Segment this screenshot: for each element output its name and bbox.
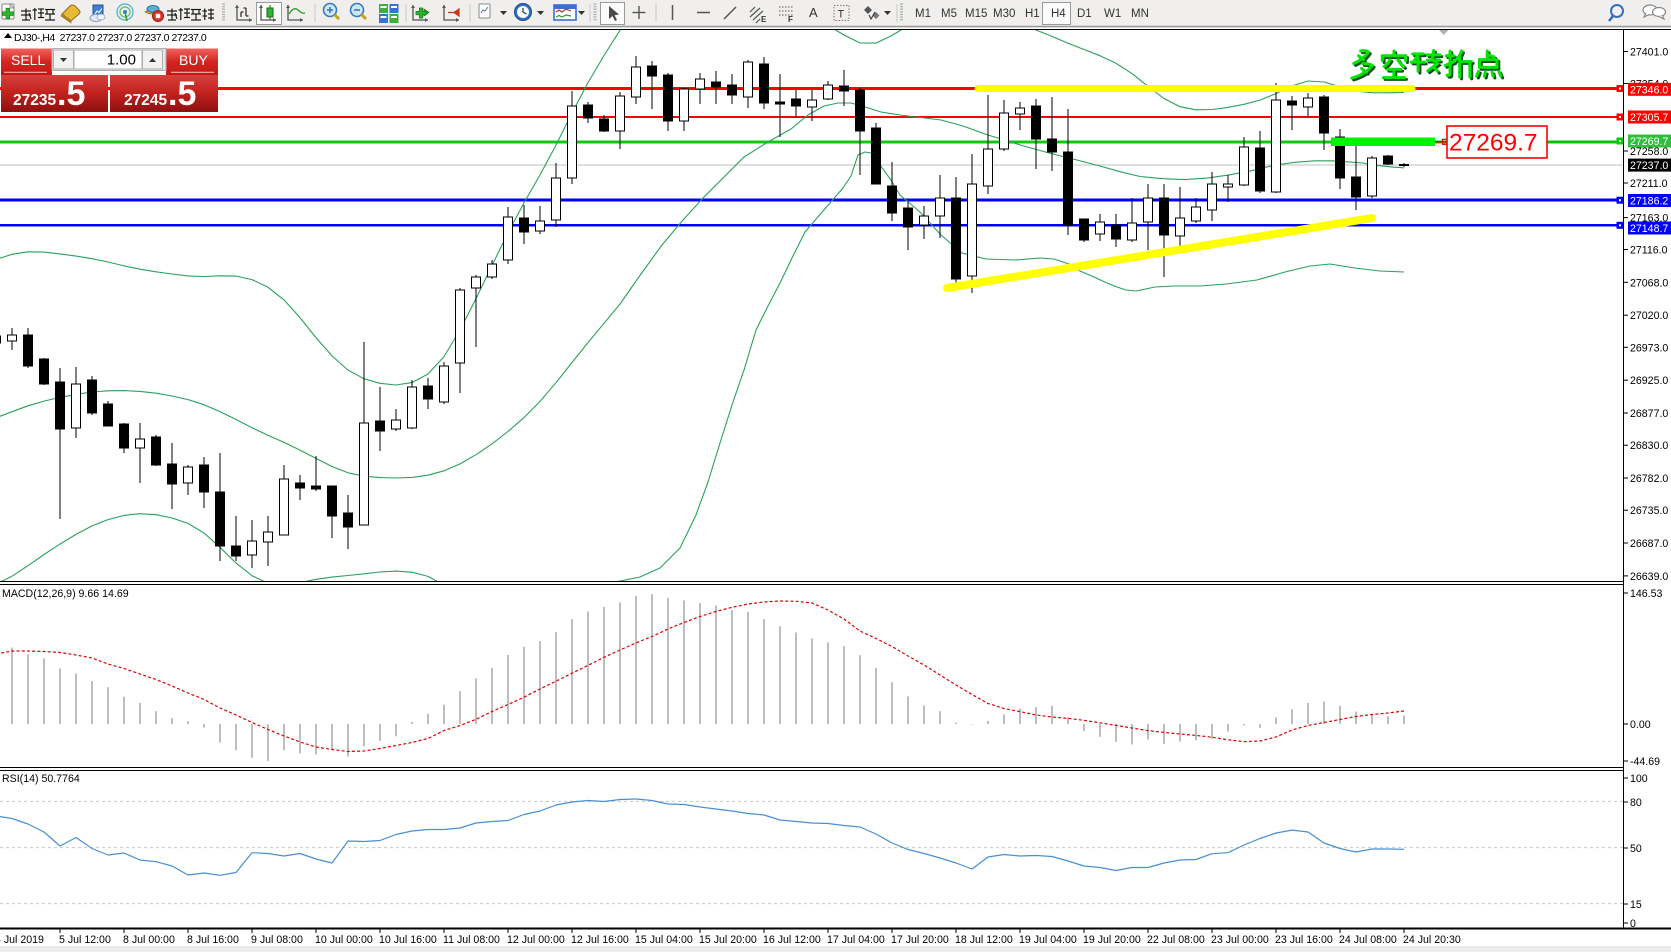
svg-text:1.00: 1.00: [107, 52, 136, 69]
svg-text:27346.0: 27346.0: [1630, 84, 1668, 96]
svg-text:F: F: [788, 15, 793, 24]
svg-text:4 Jul 2019: 4 Jul 2019: [0, 934, 44, 946]
svg-text:27186.2: 27186.2: [1630, 196, 1668, 208]
svg-text:BUY: BUY: [179, 52, 208, 68]
svg-text:0: 0: [1630, 918, 1636, 930]
svg-text:W1: W1: [1104, 8, 1121, 20]
svg-text:18 Jul 12:00: 18 Jul 12:00: [955, 934, 1013, 946]
svg-text:15: 15: [1630, 899, 1642, 911]
svg-text:E: E: [761, 15, 767, 24]
svg-text:DJ30-,H4 27237.0 27237.0 2723: DJ30-,H4 27237.0 27237.0 27237.0 27237.0: [14, 32, 207, 44]
svg-text:27116.0: 27116.0: [1630, 245, 1668, 257]
svg-text:-44.69: -44.69: [1630, 756, 1660, 768]
svg-text:27305.7: 27305.7: [1630, 112, 1668, 124]
svg-text:27068.0: 27068.0: [1630, 277, 1668, 289]
svg-text:17 Jul 04:00: 17 Jul 04:00: [827, 934, 885, 946]
svg-text:10 Jul 16:00: 10 Jul 16:00: [379, 934, 437, 946]
svg-text:23 Jul 00:00: 23 Jul 00:00: [1211, 934, 1269, 946]
svg-text:MN: MN: [1131, 8, 1149, 20]
svg-text:27401.0: 27401.0: [1630, 47, 1668, 59]
svg-text:26687.0: 26687.0: [1630, 538, 1668, 550]
svg-text:27269.7: 27269.7: [1449, 130, 1538, 157]
svg-text:26830.0: 26830.0: [1630, 440, 1668, 452]
svg-text:26925.0: 26925.0: [1630, 375, 1668, 387]
svg-text:D1: D1: [1077, 8, 1092, 20]
svg-text:MACD(12,26,9) 9.66 14.69: MACD(12,26,9) 9.66 14.69: [2, 588, 129, 600]
svg-text:.5: .5: [168, 75, 196, 113]
svg-text:26735.0: 26735.0: [1630, 505, 1668, 517]
svg-text:23 Jul 16:00: 23 Jul 16:00: [1275, 934, 1333, 946]
svg-text:27148.7: 27148.7: [1630, 223, 1668, 235]
svg-text:RSI(14) 50.7764: RSI(14) 50.7764: [2, 773, 80, 785]
svg-text:M15: M15: [965, 8, 987, 20]
svg-text:26877.0: 26877.0: [1630, 408, 1668, 420]
svg-text:100: 100: [1630, 773, 1648, 785]
svg-text:M5: M5: [941, 8, 957, 20]
svg-text:H4: H4: [1051, 8, 1066, 20]
svg-text:A: A: [809, 5, 818, 20]
svg-text:M1: M1: [915, 8, 931, 20]
svg-text:16 Jul 12:00: 16 Jul 12:00: [763, 934, 821, 946]
svg-text:M30: M30: [993, 8, 1015, 20]
svg-text:27211.0: 27211.0: [1630, 178, 1668, 190]
svg-text:27245: 27245: [124, 92, 167, 109]
svg-text:8 Jul 16:00: 8 Jul 16:00: [187, 934, 239, 946]
svg-text:17 Jul 20:00: 17 Jul 20:00: [891, 934, 949, 946]
svg-text:15 Jul 04:00: 15 Jul 04:00: [635, 934, 693, 946]
svg-text:24 Jul 20:30: 24 Jul 20:30: [1403, 934, 1461, 946]
svg-text:12 Jul 16:00: 12 Jul 16:00: [571, 934, 629, 946]
svg-text:27020.0: 27020.0: [1630, 310, 1668, 322]
svg-text:SELL: SELL: [11, 52, 45, 68]
svg-text:26973.0: 26973.0: [1630, 342, 1668, 354]
svg-text:10 Jul 00:00: 10 Jul 00:00: [315, 934, 373, 946]
svg-text:80: 80: [1630, 797, 1642, 809]
svg-text:0.00: 0.00: [1630, 719, 1651, 731]
svg-text:.5: .5: [57, 75, 85, 113]
svg-text:8 Jul 00:00: 8 Jul 00:00: [123, 934, 175, 946]
svg-text:27258.0: 27258.0: [1630, 146, 1668, 158]
svg-text:5 Jul 12:00: 5 Jul 12:00: [59, 934, 111, 946]
svg-text:22 Jul 08:00: 22 Jul 08:00: [1147, 934, 1205, 946]
svg-text:19 Jul 04:00: 19 Jul 04:00: [1019, 934, 1077, 946]
svg-text:15 Jul 20:00: 15 Jul 20:00: [699, 934, 757, 946]
svg-text:26782.0: 26782.0: [1630, 473, 1668, 485]
svg-text:H1: H1: [1025, 8, 1040, 20]
svg-text:26639.0: 26639.0: [1630, 571, 1668, 583]
svg-text:11 Jul 08:00: 11 Jul 08:00: [443, 934, 500, 946]
svg-text:27237.0: 27237.0: [1630, 160, 1668, 172]
svg-text:146.53: 146.53: [1630, 588, 1663, 600]
svg-text:50: 50: [1630, 843, 1642, 855]
svg-text:12 Jul 00:00: 12 Jul 00:00: [507, 934, 565, 946]
svg-text:24 Jul 08:00: 24 Jul 08:00: [1339, 934, 1397, 946]
svg-text:19 Jul 20:00: 19 Jul 20:00: [1083, 934, 1141, 946]
svg-text:27269.7: 27269.7: [1630, 136, 1668, 148]
svg-text:27235: 27235: [13, 92, 56, 109]
svg-text:T: T: [838, 9, 845, 21]
svg-text:9 Jul 08:00: 9 Jul 08:00: [251, 934, 303, 946]
